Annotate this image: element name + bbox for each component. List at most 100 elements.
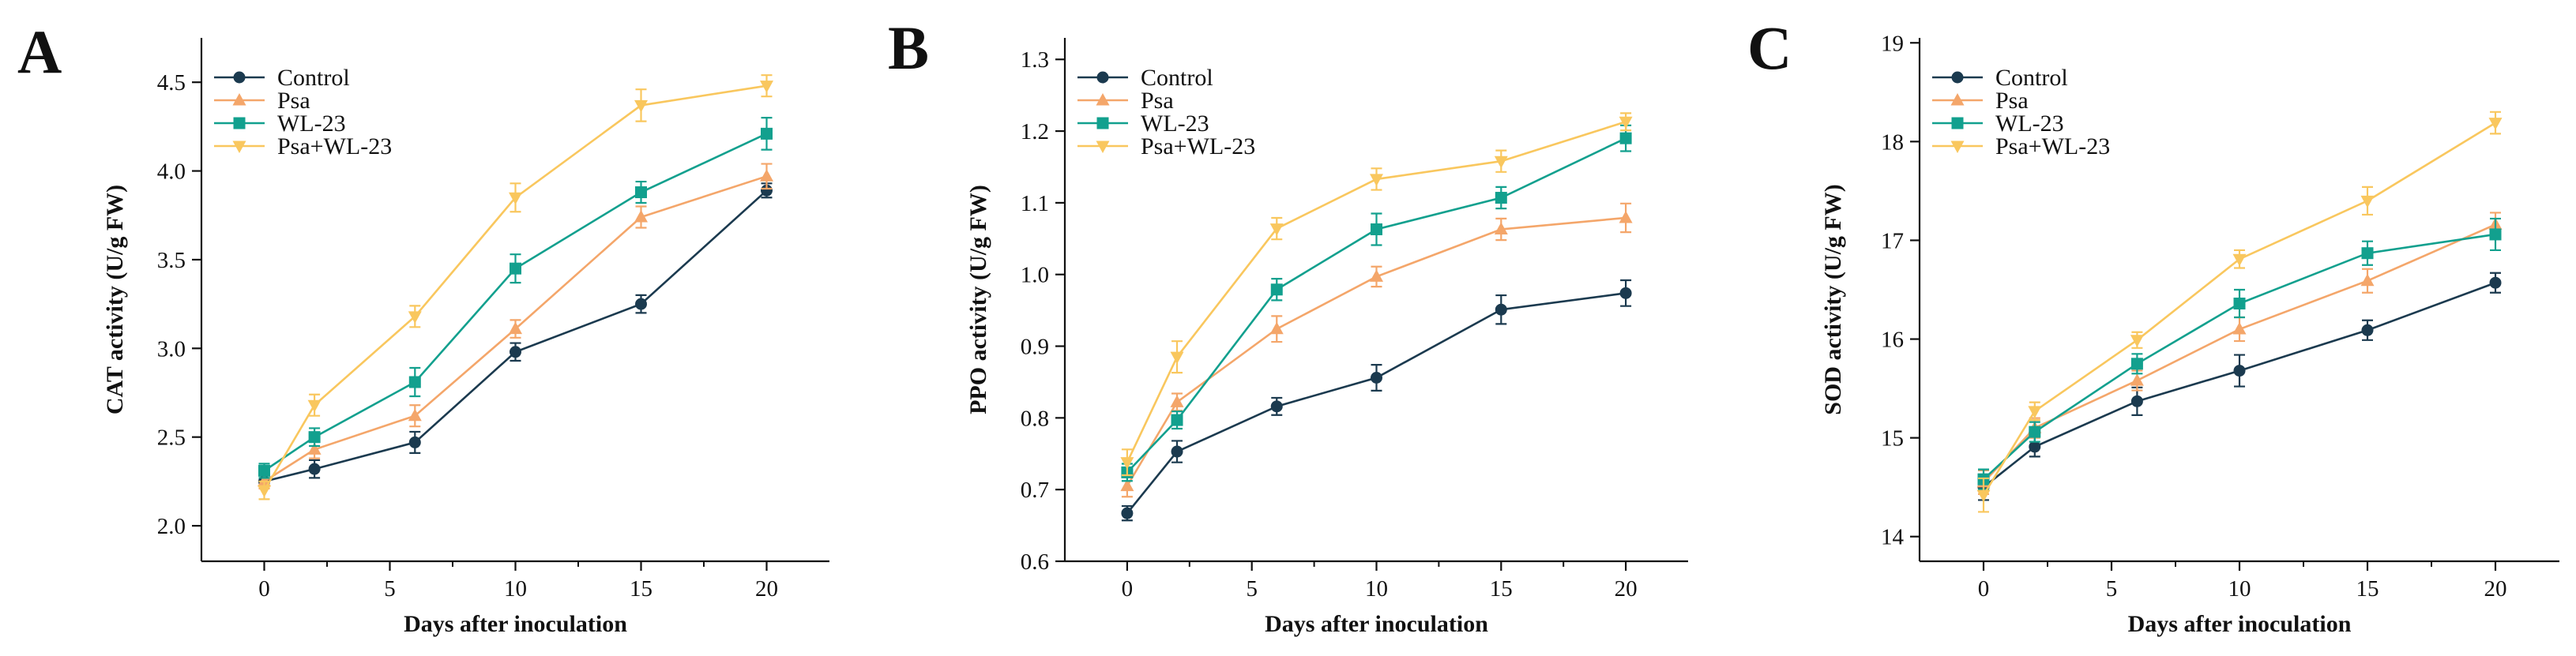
panel-b-legend-label-control: Control xyxy=(1141,65,1213,91)
panel-b-series-psa-plus-wl-23 xyxy=(1120,112,1633,477)
panel-a-wl-23-point xyxy=(258,464,270,477)
panel-c-control-point xyxy=(2130,395,2143,407)
panel-b-psa-plus-wl-23-point xyxy=(1370,174,1383,186)
panel-b-x-tick-label: 15 xyxy=(1490,576,1513,602)
panel-a-psa-plus-wl-23-point xyxy=(509,192,522,205)
panel-c-letter: C xyxy=(1747,13,1792,82)
panel-c-y-tick-label: 14 xyxy=(1881,525,1905,550)
panel-c-psa-point xyxy=(2130,373,2144,386)
panel-b-legend-label-wl-23: WL-23 xyxy=(1141,111,1209,137)
panel-c-x-tick-label: 10 xyxy=(2228,576,2251,602)
panel-b-psa-point xyxy=(1619,210,1633,223)
panel-a-y-tick-label: 2.5 xyxy=(157,425,186,451)
panel-a-wl-23-point xyxy=(635,186,647,199)
panel-a-control-point xyxy=(408,436,421,448)
panel-b-psa-point xyxy=(1370,269,1383,282)
panel-b-legend-marker-control xyxy=(1096,71,1109,84)
panel-c-legend-marker-psa xyxy=(1950,93,1965,106)
panel-c-x-axis-title: Days after inoculation xyxy=(2128,611,2352,637)
panel-c-psa-plus-wl-23-line xyxy=(1982,122,2496,496)
panel-b-control-point xyxy=(1495,303,1507,316)
panel-c-y-tick-label: 16 xyxy=(1881,328,1904,353)
panel-c-psa-plus-wl-23-point xyxy=(2360,195,2375,208)
panel-a-wl-23-line xyxy=(263,133,768,472)
panel-b-y-tick-label: 1.0 xyxy=(1021,263,1049,288)
panel-b-psa-plus-wl-23-point xyxy=(1120,457,1134,470)
panel-a-x-tick-label: 0 xyxy=(258,576,270,602)
panel-b-psa-plus-wl-23-line xyxy=(1126,121,1626,463)
panel-a-legend-label-wl-23: WL-23 xyxy=(277,111,346,137)
panel-c-legend-label-control: Control xyxy=(1995,65,2068,91)
panel-b-y-tick-label: 0.9 xyxy=(1021,335,1049,360)
panel-b-control-line xyxy=(1126,292,1626,514)
panel-a-legend-label-psa-plus-wl-23: Psa+WL-23 xyxy=(277,133,392,159)
panel-b-y-axis-title: PPO activity (U/g FW) xyxy=(965,185,991,414)
panel-c-psa-plus-wl-23-point xyxy=(2232,253,2247,267)
panel-b-y-tick-label: 0.7 xyxy=(1021,478,1049,503)
panel-a-psa-point xyxy=(509,321,522,335)
panel-a-x-axis-title: Days after inoculation xyxy=(404,611,627,637)
panel-c-y-tick-label: 19 xyxy=(1881,31,1904,56)
panel-b-psa-plus-wl-23-point xyxy=(1494,156,1508,169)
panel-b-legend-marker-psa-plus-wl-23 xyxy=(1096,141,1110,153)
panel-c-legend-label-wl-23: WL-23 xyxy=(1995,111,2064,137)
panel-b-x-tick-label: 0 xyxy=(1122,576,1134,602)
panel-c-y-tick-label: 18 xyxy=(1881,129,1904,155)
panel-b-wl-23-point xyxy=(1270,283,1283,296)
panel-a-wl-23-point xyxy=(308,431,321,444)
panel-c-control-point xyxy=(2489,276,2502,289)
panel-a-series-psa-plus-wl-23 xyxy=(258,74,773,500)
panel-c-control-point xyxy=(2361,324,2374,336)
panel-b-x-axis-title: Days after inoculation xyxy=(1265,611,1488,637)
panel-b-y-tick-label: 0.6 xyxy=(1021,549,1049,575)
panel-c-series-wl-23 xyxy=(1977,217,2502,490)
panel-b-x-tick-label: 20 xyxy=(1615,576,1638,602)
panel-a-psa-plus-wl-23-point xyxy=(307,399,322,413)
panel-c-legend-label-psa: Psa xyxy=(1995,88,2029,114)
panel-a-x-tick-label: 20 xyxy=(755,576,778,602)
panel-a-legend-marker-psa xyxy=(232,93,246,106)
panel-a-series-psa xyxy=(258,163,773,489)
panel-a-psa-plus-wl-23-point xyxy=(760,81,773,93)
panel-b-legend-marker-psa xyxy=(1096,93,1110,106)
panel-a-control-point xyxy=(761,184,773,197)
panel-c-y-axis-title: SOD activity (U/g FW) xyxy=(1820,184,1846,414)
panel-b-y-tick-label: 0.8 xyxy=(1021,406,1049,431)
panel-c-psa-line xyxy=(1983,223,2496,483)
panel-c-wl-23-point xyxy=(2489,228,2502,241)
panel-a-legend-label-control: Control xyxy=(277,65,350,91)
panel-c-psa-plus-wl-23-point xyxy=(2130,335,2144,347)
panel-c-control-point xyxy=(2029,440,2041,453)
panel-b-letter: B xyxy=(888,13,929,82)
panel-c-x-tick-label: 20 xyxy=(2484,576,2507,602)
panel-a-psa-point xyxy=(408,408,422,422)
panel-a-y-tick-label: 3.0 xyxy=(157,336,186,362)
panel-b-psa-point xyxy=(1170,395,1184,407)
panel-a-legend-marker-control xyxy=(233,71,246,84)
panel-b-control-point xyxy=(1171,445,1183,458)
panel-c-legend-marker-wl-23 xyxy=(1951,117,1964,129)
panel-c-psa-plus-wl-23-point xyxy=(2028,406,2042,418)
panel-b-wl-23-point xyxy=(1371,223,1382,235)
panel-b-psa-line xyxy=(1126,216,1626,487)
panel-a-psa-point xyxy=(760,169,773,182)
panel-c-psa-plus-wl-23-point xyxy=(2488,118,2503,130)
panel-b-control-point xyxy=(1121,507,1134,519)
panel-c-legend-label-psa-plus-wl-23: Psa+WL-23 xyxy=(1995,133,2110,159)
panel-b-series-wl-23 xyxy=(1121,124,1632,482)
panel-a-y-tick-label: 2.0 xyxy=(157,514,186,539)
panel-b-y-tick-label: 1.1 xyxy=(1021,191,1049,216)
panel-b-x-tick-label: 5 xyxy=(1246,576,1258,602)
panel-a-control-line xyxy=(264,189,768,483)
panel-a-control-point xyxy=(635,298,647,310)
panel-b-y-tick-label: 1.3 xyxy=(1021,47,1049,73)
panel-a-y-tick-label: 3.5 xyxy=(157,248,186,273)
panel-c-psa-plus-wl-23-point xyxy=(1976,489,1991,503)
panel-c-wl-23-point xyxy=(2361,247,2374,260)
panel-a-legend-label-psa: Psa xyxy=(277,88,310,114)
panel-c-x-tick-label: 5 xyxy=(2106,576,2118,602)
